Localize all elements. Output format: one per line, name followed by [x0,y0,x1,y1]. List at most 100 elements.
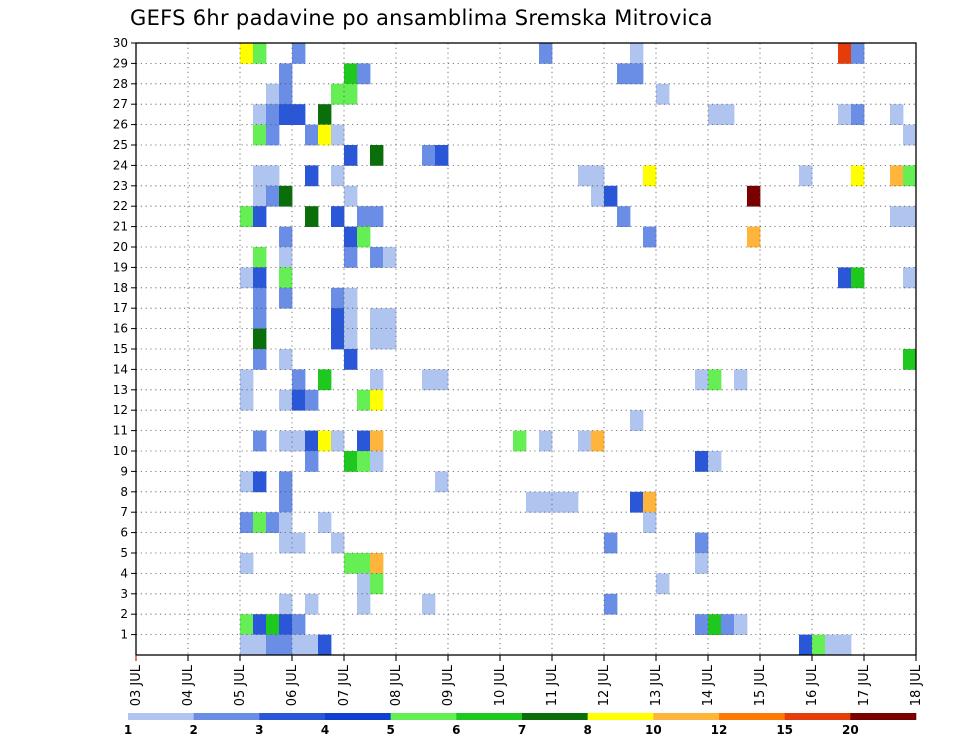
precip-cell [240,634,254,656]
precip-cell [357,430,371,452]
precip-cell [266,185,280,207]
precip-cell [240,614,254,635]
colorbar-tick-label: 1 [124,723,132,737]
precip-cell [552,491,566,513]
y-tick-label: 22 [113,199,128,213]
precip-cell [357,226,371,248]
precip-cell [253,165,267,187]
precip-cell [435,471,449,493]
y-tick-label: 6 [120,526,128,540]
precip-cell [266,634,280,656]
precip-cell [253,634,267,656]
precip-cell [279,287,293,309]
precip-cell [903,206,917,227]
y-tick-label: 24 [113,158,128,172]
precip-cell [357,593,371,615]
precip-cell [578,430,592,452]
precip-cell [656,83,670,105]
colorbar-swatch [719,713,785,720]
precip-cell [344,328,358,350]
precip-cell [422,593,436,615]
precip-cell [331,165,345,187]
precip-cell [331,83,345,105]
precip-cell [370,389,384,411]
precip-cell [279,593,293,615]
precip-cell [266,512,280,533]
precip-cell [253,471,267,493]
precip-cell [851,104,865,125]
colorbar-tick-label: 2 [189,723,197,737]
y-tick-label: 3 [120,587,128,601]
precip-cell [851,165,865,187]
y-tick-label: 17 [113,301,128,315]
precip-cell [708,451,722,472]
y-tick-label: 19 [113,260,128,274]
precip-cell [253,614,267,635]
precip-cell [305,389,319,411]
precip-cell [539,491,553,513]
y-tick-label: 7 [120,505,128,519]
precip-cell [279,471,293,493]
y-tick-label: 21 [113,220,128,234]
precip-cell [734,614,748,635]
precip-cell [903,349,917,370]
precip-cell [838,104,852,125]
precip-cell [318,124,332,146]
precip-cell [292,532,306,554]
y-tick-label: 12 [113,403,128,417]
y-tick-label: 9 [120,464,128,478]
precip-cell [253,430,267,452]
precip-cell [643,226,657,248]
precip-cell [344,349,358,370]
precip-cell [279,614,293,635]
y-tick-label: 5 [120,546,128,560]
precip-cell [747,226,761,248]
precip-cell [825,634,839,656]
precip-cell [357,389,371,411]
precip-cell [240,389,254,411]
precip-cell [591,185,605,207]
precip-cell [266,104,280,125]
y-tick-label: 27 [113,97,128,111]
precip-cell [279,104,293,125]
x-tick-label: 07 JUL [337,664,352,706]
precip-cell [279,247,293,268]
precip-cell [344,145,358,166]
colorbar: 1 2 3 4 5 6 7 8 10 12 15 20 [124,713,917,737]
precip-cell [838,634,852,656]
precip-cell [279,512,293,533]
x-tick-label: 18 JUL [909,664,924,706]
precip-cell [565,491,579,513]
precip-cell [370,247,384,268]
colorbar-tick-label: 3 [255,723,263,737]
precip-cell [357,451,371,472]
precip-cell [617,206,631,227]
precip-cell [630,410,644,431]
dotted-grid [136,42,916,655]
precip-cell [318,369,332,391]
precip-cell [331,328,345,350]
colorbar-swatch [193,713,260,720]
precip-cell [240,43,254,64]
precip-cell [240,206,254,227]
precip-cell [357,573,371,595]
precip-cell [292,614,306,635]
x-tick-label: 09 JUL [441,664,456,706]
y-tick-label: 26 [113,118,128,132]
precip-cell [253,308,267,329]
precip-cell [240,512,254,533]
precip-cell [838,267,852,289]
precip-cell [266,614,280,635]
precip-cell [279,267,293,289]
precip-cell [318,634,332,656]
precip-cell [630,491,644,513]
precip-cell [344,553,358,574]
colorbar-tick-label: 7 [518,723,526,737]
precip-cell [331,287,345,309]
precip-cell [630,43,644,64]
x-tick-label: 06 JUL [285,664,300,706]
x-tick-label: 04 JUL [181,664,196,706]
precip-cell [253,287,267,309]
colorbar-swatch [653,713,720,720]
